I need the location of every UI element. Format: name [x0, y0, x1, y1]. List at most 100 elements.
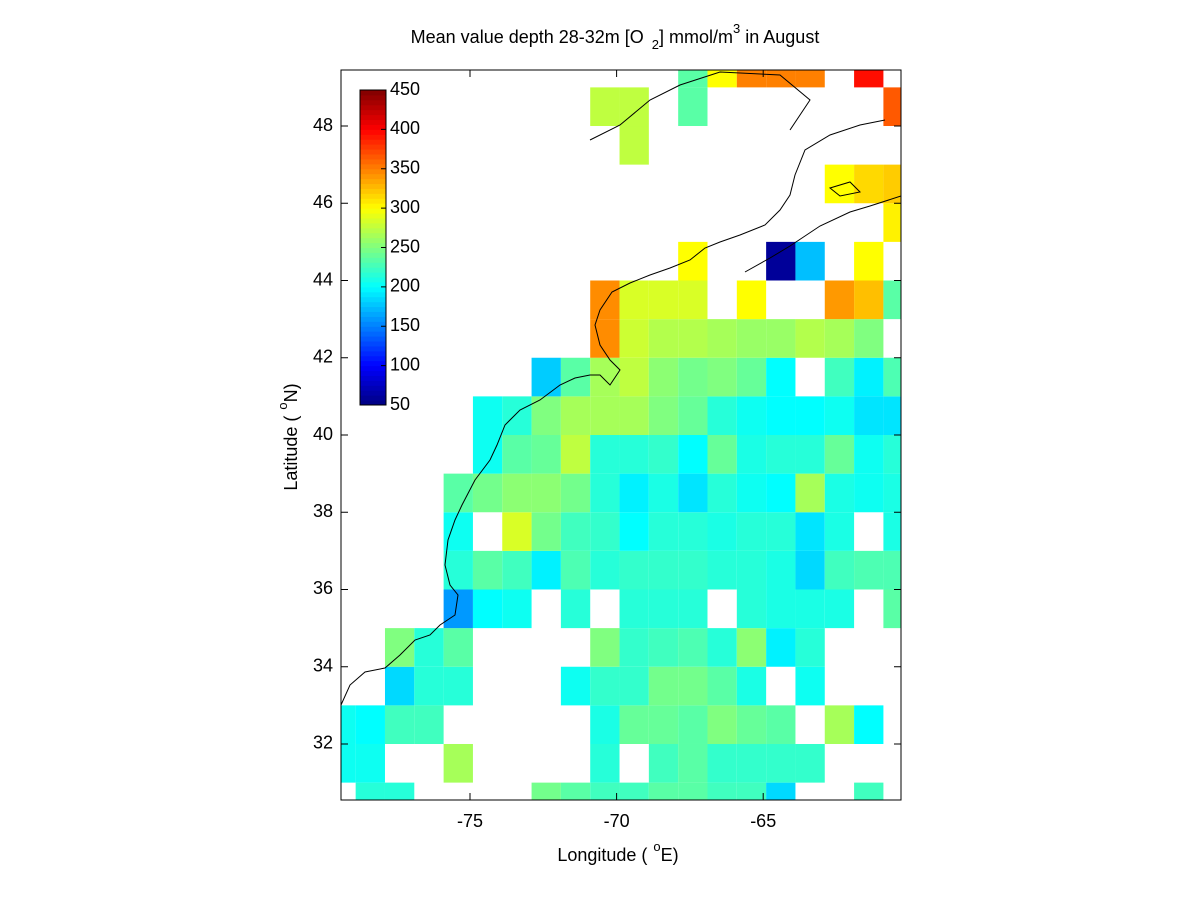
colorbar-swatch: [360, 222, 386, 229]
colorbar-swatch: [360, 237, 386, 244]
cell: [766, 743, 796, 783]
colorbar-tick-label: 350: [390, 158, 420, 178]
colorbar-tick-label: 250: [390, 236, 420, 256]
cell: [560, 396, 591, 435]
colorbar-swatch: [360, 306, 386, 312]
cell: [648, 319, 679, 358]
cell: [736, 435, 767, 474]
cell: [795, 628, 825, 667]
colorbar-swatch: [360, 395, 386, 401]
title-text: in August: [740, 27, 819, 47]
cell: [707, 70, 737, 88]
label-text: N): [281, 383, 301, 402]
cell: [707, 743, 737, 783]
cell: [854, 550, 884, 590]
y-tick-label: 38: [313, 501, 333, 521]
cell: [766, 628, 796, 667]
cell: [766, 473, 796, 513]
colorbar-tick-label: 150: [390, 315, 420, 335]
colorbar-swatch: [360, 321, 386, 327]
cell: [883, 550, 901, 590]
cell: [590, 550, 620, 590]
cell: [883, 280, 901, 320]
cell: [531, 550, 561, 590]
colorbar-swatch: [360, 104, 386, 111]
cell: [707, 473, 737, 513]
cell: [619, 435, 649, 474]
colorbar-swatch: [360, 336, 386, 342]
colorbar-tick-label: 450: [390, 79, 420, 99]
cell: [795, 70, 825, 88]
cell: [883, 396, 901, 435]
cell: [355, 743, 385, 783]
cell: [678, 743, 708, 783]
label-text: Longitude (: [557, 845, 647, 865]
cell: [736, 550, 767, 590]
colorbar-swatch: [360, 272, 386, 278]
cell: [736, 705, 767, 744]
cell: [766, 396, 796, 435]
cell: [472, 589, 503, 629]
colorbar-swatch: [360, 208, 386, 214]
cell: [502, 512, 532, 551]
cell: [443, 628, 473, 667]
cell: [560, 435, 591, 474]
coast-us: [341, 119, 886, 706]
y-tick-label: 42: [313, 347, 333, 367]
colorbar-swatch: [360, 227, 386, 234]
chart-title: Mean value depth 28-32m [O 2] mmol/m3 in …: [411, 21, 820, 52]
cell: [883, 435, 901, 474]
cell: [824, 512, 855, 551]
title-superscript: 3: [733, 21, 740, 36]
y-tick-label: 48: [313, 115, 333, 135]
colorbar-swatch: [360, 153, 386, 160]
colorbar-swatch: [360, 316, 386, 322]
colorbar-tick-label: 50: [390, 394, 410, 414]
cell: [854, 473, 884, 513]
colorbar-swatch: [360, 173, 386, 180]
colorbar-swatch: [360, 193, 386, 199]
cell: [707, 319, 737, 358]
cell: [678, 473, 708, 513]
cell: [472, 473, 503, 513]
cell: [824, 435, 855, 474]
colorbar-swatch: [360, 203, 386, 209]
cell: [736, 357, 767, 397]
cell: [766, 705, 796, 744]
colorbar-swatch: [360, 365, 386, 372]
cell: [560, 357, 591, 397]
colorbar-swatch: [360, 355, 386, 362]
cell: [384, 782, 415, 800]
cell: [678, 396, 708, 435]
cell: [795, 241, 825, 281]
cell: [590, 743, 620, 783]
colorbar-swatch: [360, 301, 386, 308]
title-subscript: 2: [652, 37, 659, 52]
cell: [883, 164, 901, 204]
cell: [824, 473, 855, 513]
cell: [795, 550, 825, 590]
cell: [795, 396, 825, 435]
coastline: [341, 71, 901, 706]
cell: [736, 512, 767, 551]
cell: [648, 512, 679, 551]
cell: [707, 705, 737, 744]
cell: [766, 782, 796, 800]
cell: [766, 319, 796, 358]
colorbar-swatch: [360, 183, 386, 189]
cell: [854, 70, 884, 88]
colorbar-swatch: [360, 267, 386, 273]
cell: [736, 666, 767, 706]
cell: [678, 87, 708, 127]
colorbar-tick-label: 100: [390, 354, 420, 374]
cell: [648, 396, 679, 435]
cell: [824, 396, 855, 435]
cell: [502, 473, 532, 513]
cell: [766, 241, 796, 281]
cell: [795, 435, 825, 474]
cell: [678, 666, 708, 706]
cell: [648, 589, 679, 629]
island: [828, 181, 862, 197]
cell: [619, 782, 649, 800]
